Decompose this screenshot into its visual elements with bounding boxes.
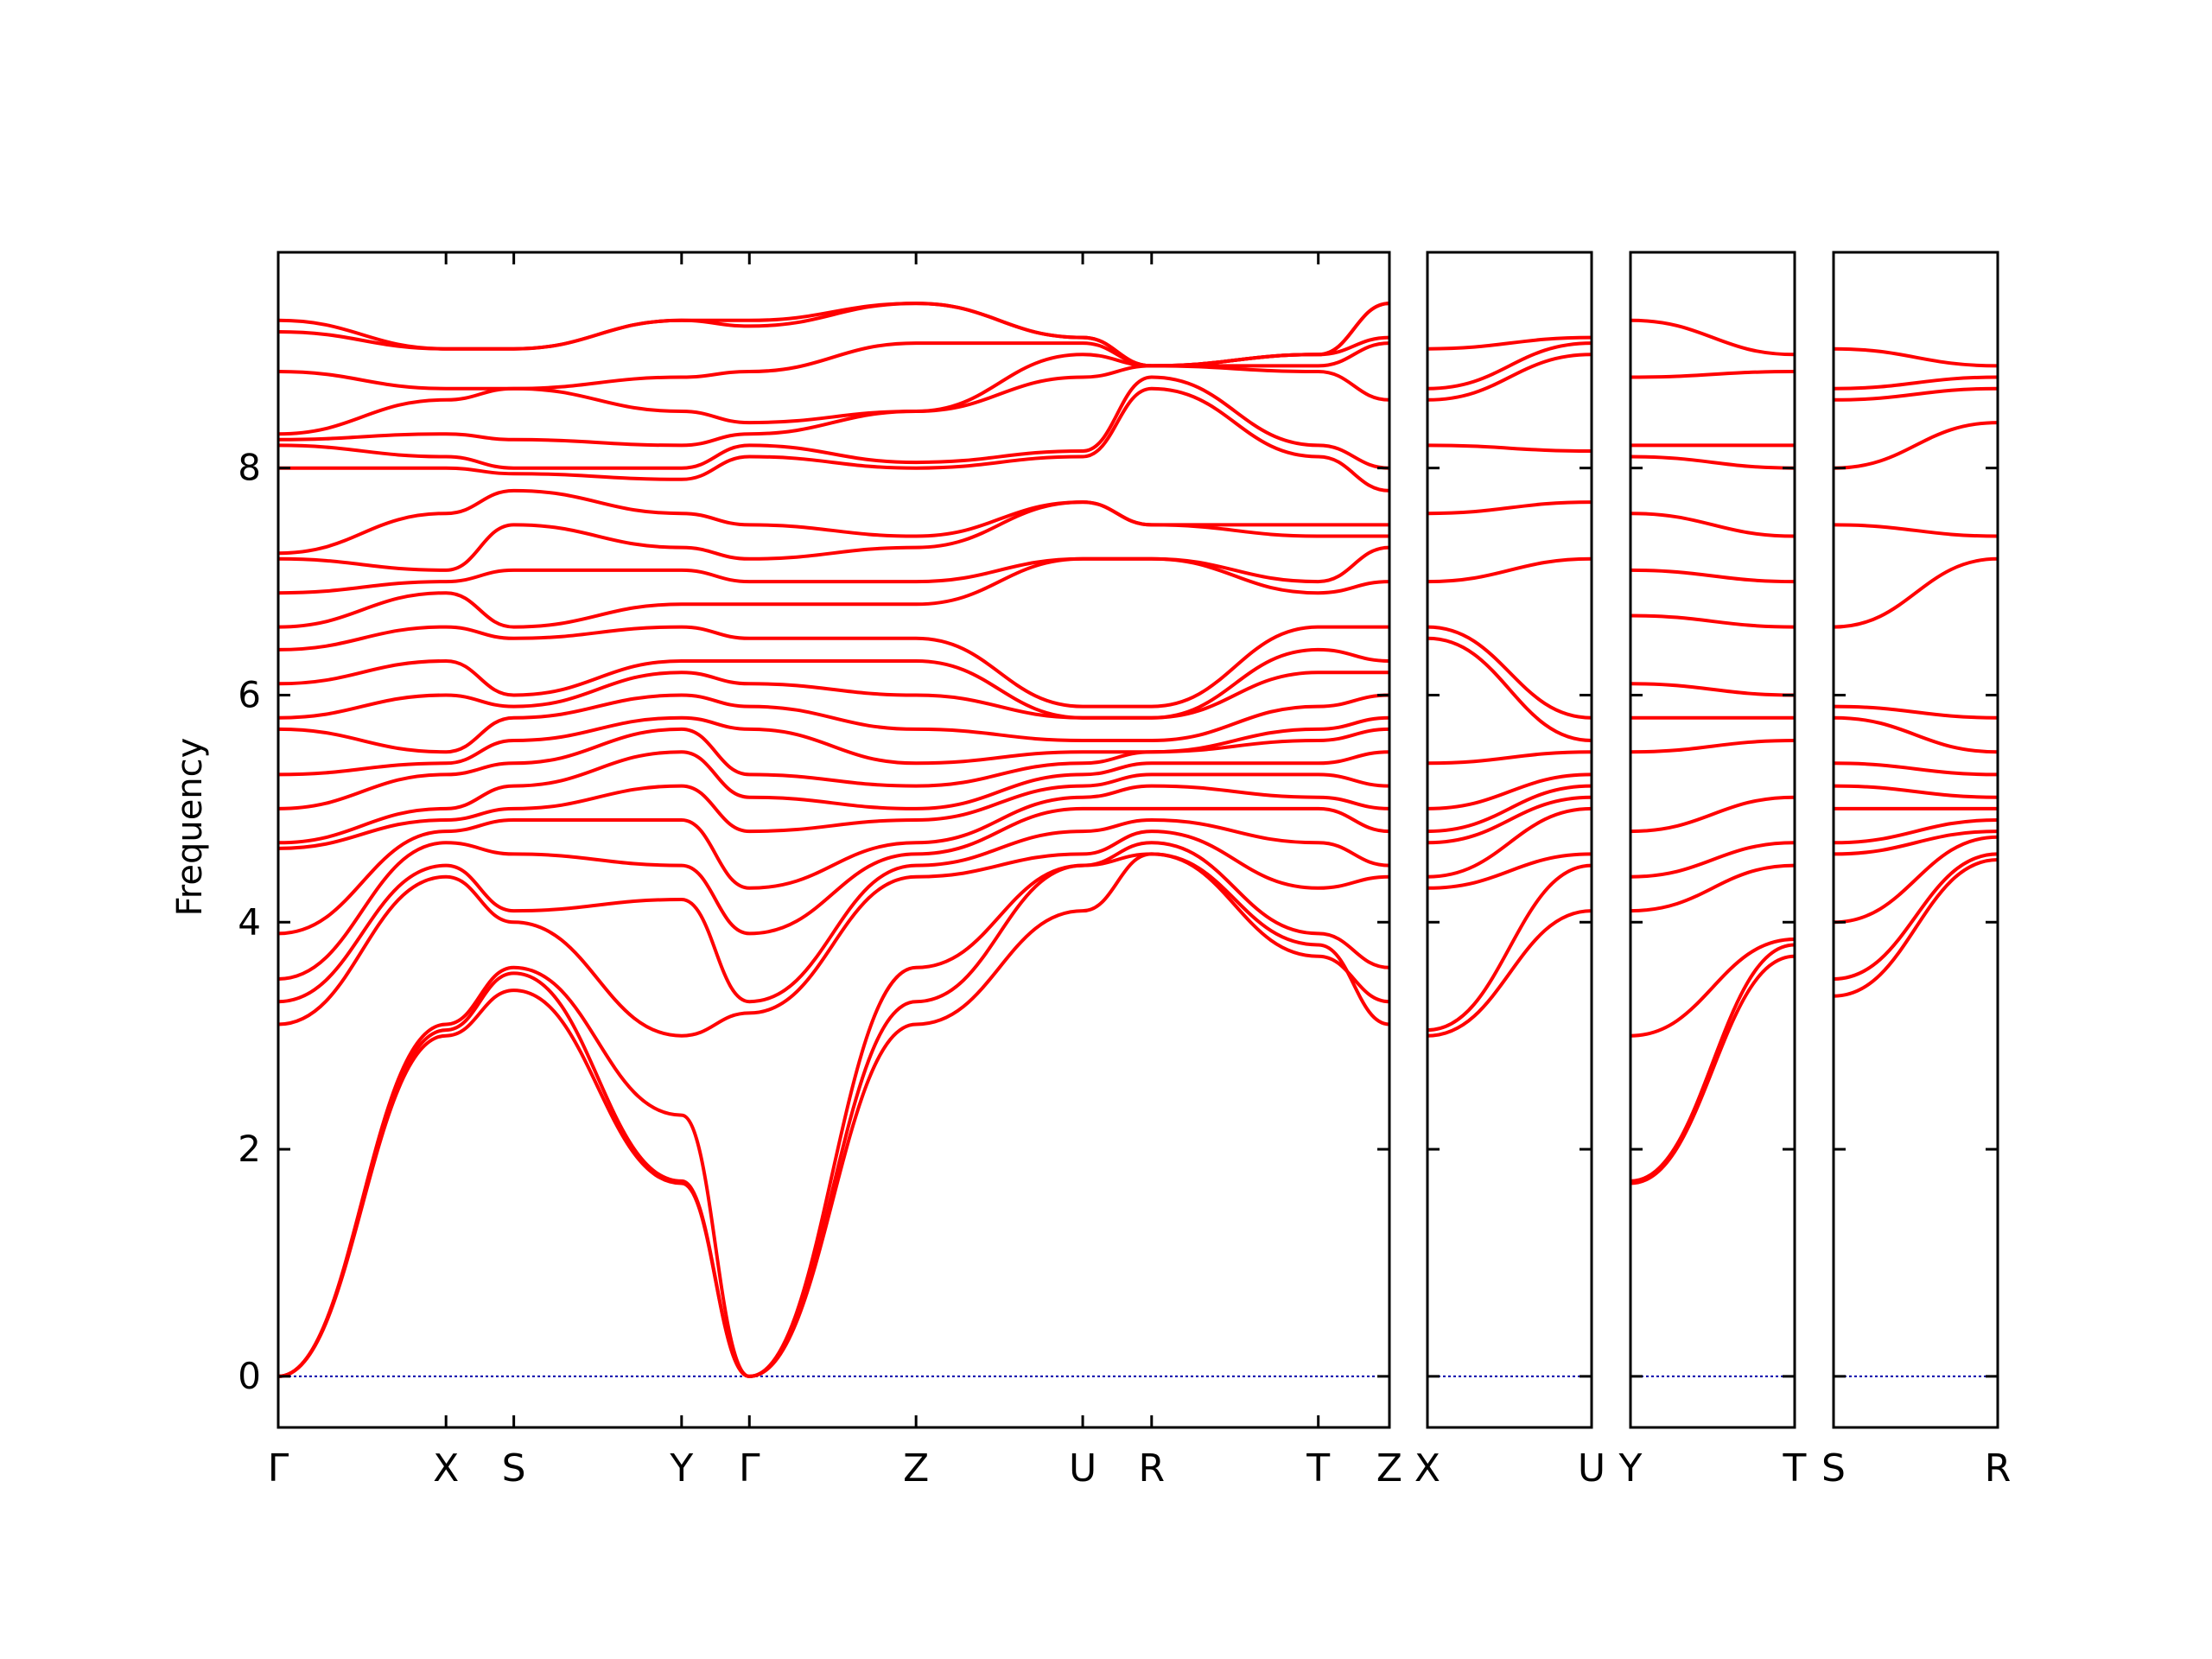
k-point-label-xu-0: X [1414, 1446, 1440, 1491]
band-line-yt-band-16 [1630, 318, 1795, 357]
y-tick-label: 2 [238, 1128, 261, 1170]
y-tick-label: 8 [238, 447, 261, 489]
band-line-xu-band-11 [1427, 556, 1592, 584]
band-line-main-band-11 [278, 715, 1389, 777]
k-point-label-main-0: Γ [268, 1446, 289, 1491]
band-line-sr-band-03 [1834, 835, 1998, 925]
band-line-main-band-05 [278, 818, 1389, 1004]
band-line-sr-band-08 [1834, 761, 1998, 777]
band-line-main-band-09 [278, 750, 1389, 845]
k-point-label-main-7: R [1139, 1446, 1166, 1491]
panel-frame [1832, 251, 1999, 1429]
band-line-xu-band-16 [1427, 335, 1592, 351]
band-line-main-band-23 [278, 341, 1389, 436]
band-line-sr-band-04 [1834, 830, 1998, 856]
band-line-xu-band-15 [1427, 341, 1592, 391]
band-line-xu-band-04 [1427, 806, 1592, 879]
band-line-main-band-07 [278, 784, 1389, 936]
band-line-yt-band-12 [1630, 512, 1795, 538]
band-line-xu-band-13 [1427, 443, 1592, 453]
band-line-sr-band-13 [1834, 421, 1998, 470]
band-line-xu-band-05 [1427, 795, 1592, 845]
band-line-sr-band-10 [1834, 704, 1998, 720]
band-line-sr-band-11 [1834, 556, 1998, 629]
panel-frame [1426, 251, 1593, 1429]
band-line-yt-band-03 [1630, 938, 1795, 1038]
band-line-xu-band-10 [1427, 625, 1592, 720]
band-line-sr-band-16 [1834, 346, 1998, 368]
band-line-main-band-04 [278, 830, 1389, 1038]
band-line-yt-band-07 [1630, 739, 1795, 754]
band-line-yt-band-13 [1630, 454, 1795, 470]
k-point-label-main-5: Z [903, 1446, 929, 1491]
band-line-main-band-08 [278, 772, 1389, 850]
band-line-sr-band-02 [1834, 852, 1998, 981]
band-line-main-band-26 [278, 302, 1389, 368]
k-point-label-main-1: X [433, 1446, 459, 1491]
y-tick-label: 4 [238, 900, 261, 943]
k-point-label-yt-0: Y [1618, 1446, 1643, 1491]
band-line-yt-band-02 [1630, 943, 1795, 1183]
band-line-xu-band-02 [1427, 863, 1592, 1033]
k-point-label-yt-1: T [1783, 1446, 1807, 1491]
band-line-yt-band-04 [1630, 863, 1795, 913]
band-line-main-band-06 [278, 806, 1389, 981]
panel-frame [1629, 251, 1796, 1429]
k-point-label-main-3: Y [669, 1446, 693, 1491]
k-point-label-main-2: S [502, 1446, 526, 1491]
k-point-label-main-4: Γ [739, 1446, 760, 1491]
band-line-yt-band-10 [1630, 613, 1795, 629]
k-point-label-sr-0: S [1821, 1446, 1846, 1491]
band-line-main-band-20 [278, 386, 1389, 493]
band-line-yt-band-01 [1630, 954, 1795, 1185]
k-point-label-sr-1: R [1985, 1446, 2012, 1491]
band-line-yt-band-09 [1630, 682, 1795, 697]
band-line-main-band-19 [278, 488, 1389, 556]
band-line-sr-band-07 [1834, 784, 1998, 799]
panel-frame [276, 251, 1391, 1429]
y-axis-label: Frequency [170, 738, 210, 917]
band-line-main-band-22 [278, 364, 1389, 448]
band-line-sr-band-15 [1834, 375, 1998, 391]
band-line-xu-band-12 [1427, 500, 1592, 516]
k-point-label-main-8: T [1306, 1446, 1330, 1491]
band-line-main-band-12 [278, 693, 1389, 754]
band-line-yt-band-05 [1630, 841, 1795, 879]
band-line-xu-band-01 [1427, 909, 1592, 1038]
band-line-xu-band-08 [1427, 750, 1592, 766]
band-line-main-band-10 [278, 727, 1389, 810]
band-line-main-band-16 [278, 556, 1389, 629]
band-line-main-band-15 [278, 625, 1389, 709]
band-line-sr-band-09 [1834, 715, 1998, 754]
band-line-xu-band-06 [1427, 784, 1592, 834]
y-tick-label: 6 [238, 673, 261, 715]
band-line-xu-band-09 [1427, 636, 1592, 742]
band-line-sr-band-01 [1834, 858, 1998, 998]
band-line-yt-band-06 [1630, 795, 1795, 834]
k-point-label-xu-1: U [1578, 1446, 1605, 1491]
band-line-main-band-17 [278, 545, 1389, 595]
band-line-main-band-14 [278, 647, 1389, 720]
k-point-label-main-9: Z [1376, 1446, 1402, 1491]
band-line-sr-band-12 [1834, 523, 1998, 538]
band-line-xu-band-03 [1427, 852, 1592, 890]
band-line-xu-band-14 [1427, 353, 1592, 402]
band-line-main-band-21 [278, 375, 1389, 470]
band-line-main-band-18 [278, 500, 1389, 572]
k-point-label-main-6: U [1069, 1446, 1096, 1491]
band-line-sr-band-14 [1834, 386, 1998, 402]
band-line-yt-band-11 [1630, 568, 1795, 584]
band-line-main-band-03 [278, 841, 1389, 1378]
band-line-xu-band-07 [1427, 772, 1592, 810]
band-line-main-band-13 [278, 671, 1389, 720]
band-line-sr-band-05 [1834, 818, 1998, 845]
band-line-yt-band-15 [1630, 370, 1795, 379]
panel-main: 0 2 4 6 8 Γ X S Y Γ Z U R T Z [238, 251, 1402, 1491]
y-tick-label: 0 [238, 1355, 261, 1397]
